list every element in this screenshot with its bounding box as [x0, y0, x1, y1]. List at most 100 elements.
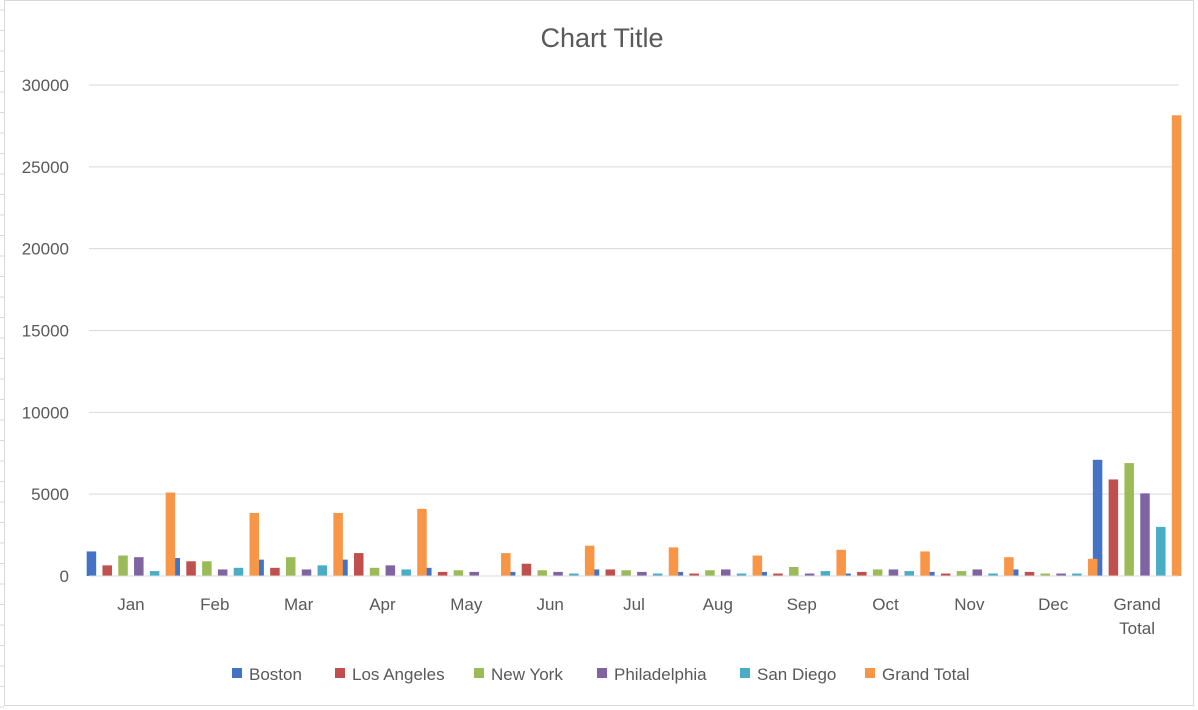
bar-new-york-jan[interactable] — [118, 555, 128, 576]
bar-philadelphia-oct[interactable] — [888, 569, 899, 576]
bar-new-york-mar[interactable] — [285, 557, 296, 576]
y-tick-label: 20000 — [22, 240, 69, 259]
bar-philadelphia-dec[interactable] — [1056, 573, 1066, 576]
bar-philadelphia-may[interactable] — [469, 571, 479, 576]
x-tick-label: Jan — [117, 595, 144, 614]
bar-philadelphia-jan[interactable] — [134, 557, 144, 576]
bar-san-diego-sep[interactable] — [820, 571, 831, 576]
bar-grand-total-aug[interactable] — [752, 555, 763, 576]
legend-swatch — [597, 668, 607, 678]
bar-los-angeles-jul[interactable] — [605, 569, 616, 576]
bar-san-diego-grand-total[interactable] — [1156, 526, 1166, 576]
bars — [86, 115, 1182, 576]
bar-new-york-jul[interactable] — [621, 570, 631, 576]
bar-boston-jun[interactable] — [505, 571, 516, 576]
x-tick-label: Nov — [954, 595, 985, 614]
bar-los-angeles-apr[interactable] — [354, 553, 364, 576]
bar-boston-sep[interactable] — [757, 571, 767, 576]
bar-boston-grand-total[interactable] — [1092, 459, 1103, 576]
bar-grand-total-jul[interactable] — [668, 547, 679, 576]
bar-boston-mar[interactable] — [254, 559, 264, 576]
legend-item-philadelphia[interactable]: Philadelphia — [597, 665, 707, 684]
bar-new-york-nov[interactable] — [956, 571, 967, 576]
bar-san-diego-oct[interactable] — [904, 571, 914, 576]
bar-philadelphia-aug[interactable] — [721, 569, 731, 576]
bar-new-york-dec[interactable] — [1040, 573, 1051, 576]
legend-item-boston[interactable]: Boston — [232, 665, 302, 684]
bar-san-diego-nov[interactable] — [988, 573, 998, 576]
x-tick-label: Jun — [536, 595, 563, 614]
bar-philadelphia-feb[interactable] — [217, 569, 228, 576]
bar-new-york-feb[interactable] — [202, 561, 212, 576]
legend-swatch — [232, 668, 242, 678]
bar-boston-feb[interactable] — [170, 558, 181, 576]
bar-los-angeles-may[interactable] — [437, 571, 448, 576]
bar-boston-jul[interactable] — [589, 569, 600, 576]
bar-new-york-may[interactable] — [453, 570, 464, 576]
bar-san-diego-mar[interactable] — [317, 565, 328, 576]
bar-grand-total-sep[interactable] — [836, 549, 846, 576]
bar-grand-total-jan[interactable] — [165, 492, 176, 576]
bar-san-diego-jul[interactable] — [652, 573, 663, 576]
bar-new-york-oct[interactable] — [872, 569, 883, 576]
bar-grand-total-apr[interactable] — [417, 508, 427, 576]
legend-item-grand-total[interactable]: Grand Total — [865, 665, 970, 684]
bar-los-angeles-jan[interactable] — [102, 565, 112, 576]
bar-san-diego-dec[interactable] — [1072, 573, 1082, 576]
bar-san-diego-jun[interactable] — [569, 573, 579, 576]
bar-los-angeles-sep[interactable] — [773, 573, 783, 576]
bar-boston-aug[interactable] — [673, 571, 684, 576]
bar-new-york-grand-total[interactable] — [1124, 463, 1134, 576]
bar-philadelphia-mar[interactable] — [301, 569, 312, 576]
bar-san-diego-feb[interactable] — [233, 567, 244, 576]
bar-los-angeles-feb[interactable] — [186, 561, 196, 576]
bar-los-angeles-mar[interactable] — [270, 567, 280, 576]
bar-boston-oct[interactable] — [841, 573, 851, 576]
bar-san-diego-aug[interactable] — [736, 573, 747, 576]
chart-area[interactable] — [4, 0, 1194, 706]
legend-swatch — [474, 668, 484, 678]
bar-grand-total-mar[interactable] — [333, 512, 343, 576]
bar-philadelphia-jul[interactable] — [637, 571, 647, 576]
bar-los-angeles-dec[interactable] — [1024, 571, 1035, 576]
bar-los-angeles-grand-total[interactable] — [1108, 479, 1119, 576]
bar-boston-jan[interactable] — [86, 551, 97, 576]
bar-san-diego-jan[interactable] — [149, 571, 160, 576]
bar-new-york-jun[interactable] — [537, 570, 548, 576]
bar-boston-dec[interactable] — [1008, 569, 1019, 576]
x-tick-label: Jul — [623, 595, 645, 614]
legend-item-san-diego[interactable]: San Diego — [740, 665, 836, 684]
bar-grand-total-jun[interactable] — [584, 545, 595, 576]
bar-los-angeles-aug[interactable] — [689, 573, 699, 576]
bar-boston-nov[interactable] — [925, 571, 935, 576]
bar-grand-total-grand-total[interactable] — [1171, 115, 1182, 576]
bar-philadelphia-grand-total[interactable] — [1140, 493, 1150, 576]
x-tick-label: Sep — [787, 595, 817, 614]
bar-new-york-apr[interactable] — [369, 567, 380, 576]
legend-item-new-york[interactable]: New York — [474, 665, 563, 684]
bar-philadelphia-apr[interactable] — [385, 565, 396, 576]
bar-grand-total-nov[interactable] — [1004, 557, 1014, 576]
bar-san-diego-apr[interactable] — [401, 569, 411, 576]
bar-new-york-aug[interactable] — [705, 570, 715, 576]
bar-philadelphia-jun[interactable] — [553, 571, 563, 576]
bar-philadelphia-sep[interactable] — [804, 573, 815, 576]
bar-grand-total-dec[interactable] — [1087, 558, 1098, 576]
bar-boston-may[interactable] — [422, 567, 432, 576]
bar-los-angeles-jun[interactable] — [521, 563, 532, 576]
bar-los-angeles-oct[interactable] — [857, 571, 867, 576]
bar-grand-total-feb[interactable] — [249, 512, 260, 576]
bar-grand-total-oct[interactable] — [920, 551, 930, 576]
x-tick-label: Mar — [284, 595, 314, 614]
legend-item-los-angeles[interactable]: Los Angeles — [335, 665, 445, 684]
bar-philadelphia-nov[interactable] — [972, 569, 983, 576]
chart-title[interactable]: Chart Title — [540, 23, 663, 53]
bar-new-york-sep[interactable] — [789, 567, 799, 576]
x-tick-label: Aug — [703, 595, 733, 614]
x-tick-label: Apr — [369, 595, 396, 614]
bar-boston-apr[interactable] — [338, 559, 348, 576]
legend-label: Boston — [249, 665, 302, 684]
bar-los-angeles-nov[interactable] — [940, 573, 951, 576]
legend-swatch — [740, 668, 750, 678]
bar-grand-total-may[interactable] — [501, 553, 511, 576]
